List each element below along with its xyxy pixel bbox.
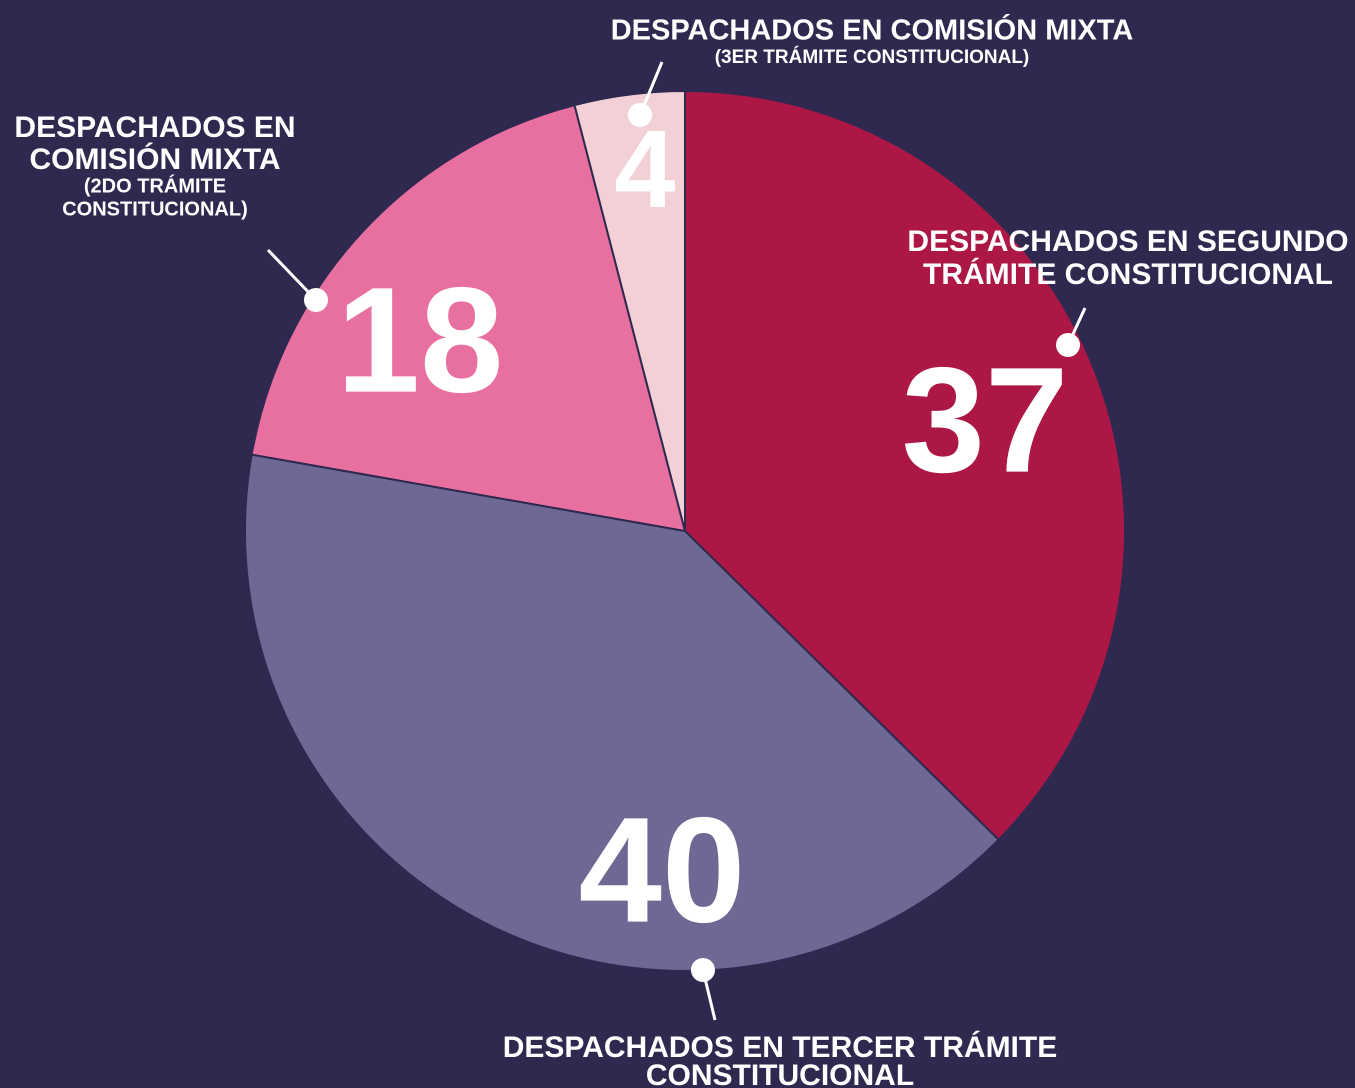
category-label: DESPACHADOS EN COMISIÓN MIXTA (611, 13, 1134, 47)
leader-dot (628, 103, 652, 127)
value-label: 40 (579, 786, 746, 954)
category-note: CONSTITUCIONAL) (62, 198, 248, 220)
pie-slice (244, 453, 1001, 972)
pie-slice (250, 103, 687, 533)
leader-dot (1056, 333, 1080, 357)
value-label: 18 (337, 256, 504, 424)
leader-dot (691, 958, 715, 982)
category-label: TRÁMITE CONSTITUCIONAL (923, 257, 1333, 291)
value-label: 4 (614, 108, 675, 231)
leader-dot (304, 288, 328, 312)
category-label: DESPACHADOS EN SEGUNDO (907, 225, 1348, 258)
category-label: COMISIÓN MIXTA (29, 142, 280, 176)
pie-slice (573, 89, 686, 532)
category-label: DESPACHADOS EN TERCER TRÁMITE (503, 1030, 1057, 1064)
category-note: (3ER TRÁMITE CONSTITUCIONAL) (715, 46, 1030, 68)
pie-slice (684, 89, 1126, 842)
value-label: 37 (902, 336, 1069, 504)
category-note: (2DO TRÁMITE (84, 174, 226, 197)
category-label: CONSTITUCIONAL (646, 1059, 914, 1088)
category-label: DESPACHADOS EN (14, 111, 295, 144)
